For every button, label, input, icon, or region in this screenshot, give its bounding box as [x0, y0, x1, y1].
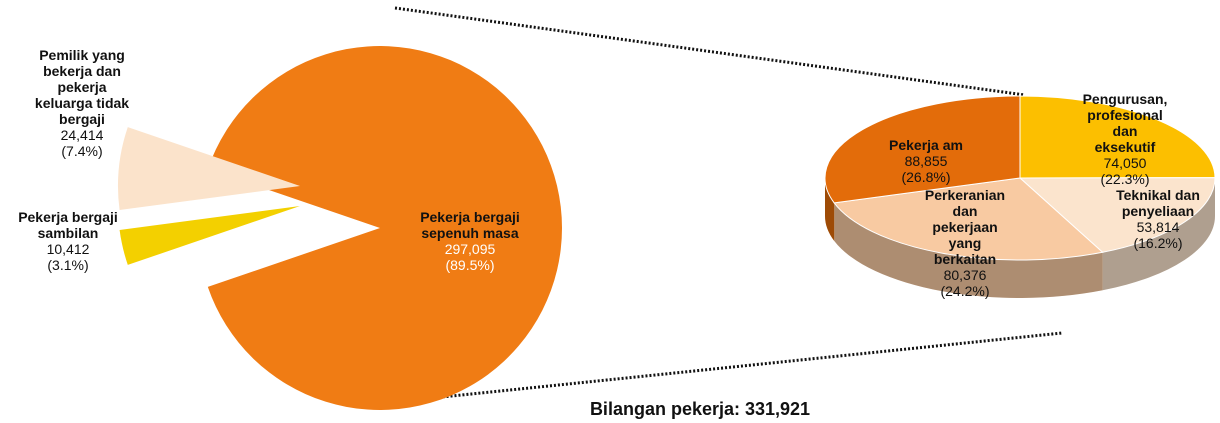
slice-label: Pengurusan, profesional dan eksekutif	[1083, 91, 1168, 155]
percent-label: (26.8%)	[901, 169, 950, 185]
value-label: 74,050	[1104, 155, 1147, 171]
slice-side	[1102, 178, 1215, 291]
slice-label: Pekerja am	[889, 137, 963, 153]
connector	[354, 331, 1063, 408]
connector	[394, 6, 1026, 97]
slice-label: Teknikal dan penyeliaan	[1116, 187, 1200, 219]
slice	[1019, 95, 1216, 179]
value-label: 10,412	[47, 241, 90, 257]
slice-label: Pemilik yang bekerja dan pekerja keluarga t…	[35, 47, 129, 127]
slice	[1018, 177, 1216, 253]
footer: Bilangan pekerja: 331,921	[590, 399, 810, 419]
slice	[833, 177, 1104, 261]
slice	[824, 95, 1021, 204]
slice-label: Pekerja bergaji sepenuh masa	[420, 209, 520, 241]
slice-side-shade	[825, 178, 835, 241]
slice	[207, 46, 562, 411]
slice	[119, 206, 300, 265]
slice-side	[825, 178, 835, 241]
slice-label: Pekerja bergaji sambilan	[18, 209, 118, 241]
percent-label: (7.4%)	[61, 143, 102, 159]
value-label: 88,855	[905, 153, 948, 169]
value-label: 53,814	[1137, 219, 1180, 235]
percent-label: (24.2%)	[940, 283, 989, 299]
value-label: 297,095	[445, 241, 496, 257]
percent-label: (22.3%)	[1100, 171, 1149, 187]
percent-label: (89.5%)	[445, 257, 494, 273]
slice-side-shade	[1102, 178, 1215, 291]
slice	[118, 127, 300, 211]
value-label: 24,414	[61, 127, 104, 143]
slice-label: Perkeranian dan pekerjaan yang berkaitan	[925, 187, 1005, 267]
value-label: 80,376	[944, 267, 987, 283]
percent-label: (16.2%)	[1133, 235, 1182, 251]
slice-side-shade	[834, 202, 1103, 298]
slice-side	[834, 202, 1103, 298]
percent-label: (3.1%)	[47, 257, 88, 273]
